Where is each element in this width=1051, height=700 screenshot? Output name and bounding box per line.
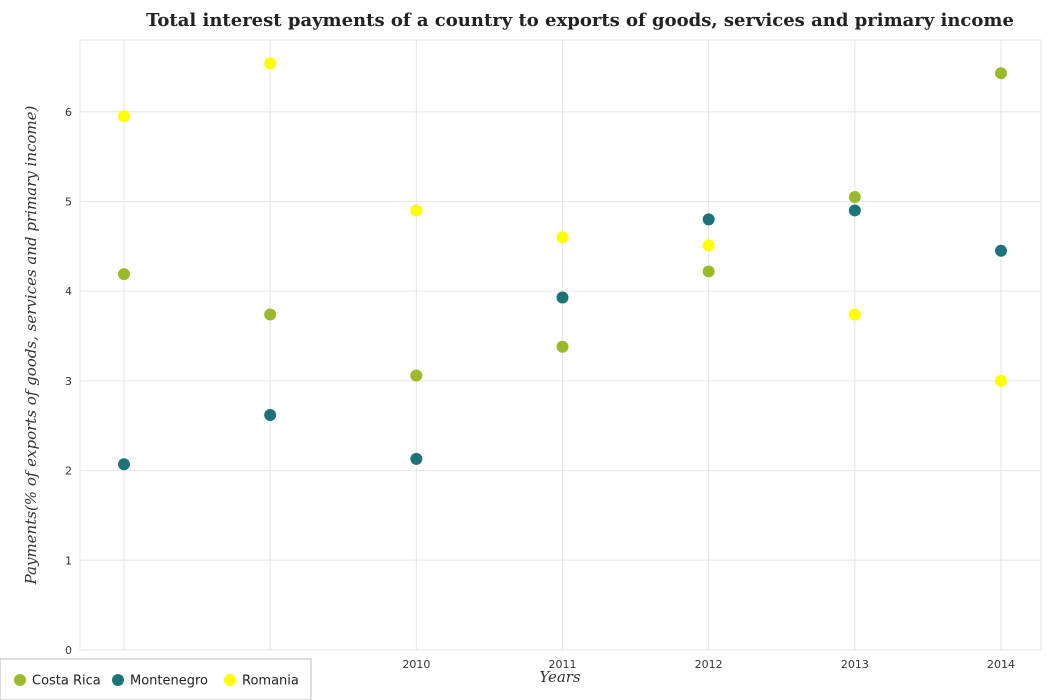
x-tick-label: 2012 [695,658,723,671]
point-montenegro [264,408,277,421]
y-tick-label: 2 [65,465,72,478]
x-tick-label: 2011 [549,658,577,671]
legend-marker-costa-rica [14,674,26,686]
y-axis: 0 1 2 3 4 5 6 [65,106,72,657]
legend-label-montenegro: Montenegro [130,674,208,689]
point-costa-rica [118,268,130,281]
point-costa-rica [995,67,1007,80]
data-points [118,57,1007,471]
chart-title: Total interest payments of a country to … [146,10,1014,31]
point-montenegro [556,291,569,304]
y-axis-label: Payments(% of exports of goods, services… [22,105,40,585]
y-tick-label: 5 [65,195,72,208]
legend: Costa Rica Montenegro Romania [0,658,312,700]
y-tick-label: 6 [65,106,72,119]
y-tick-label: 1 [65,554,72,567]
x-tick-label: 2014 [987,658,1015,671]
y-tick-label: 4 [65,285,72,298]
y-tick-label: 0 [65,644,72,657]
legend-marker-montenegro [112,674,124,686]
point-romania [410,204,423,217]
point-romania [995,374,1007,387]
legend-marker-romania [224,674,236,686]
point-romania [702,239,715,252]
point-montenegro [410,452,423,465]
point-montenegro [118,458,130,471]
x-tick-label: 2010 [402,658,430,671]
point-romania [118,110,130,123]
point-montenegro [702,213,715,226]
legend-items: Costa Rica Montenegro Romania [14,674,299,689]
x-tick-label: 2013 [841,658,869,671]
point-romania [556,231,569,244]
legend-label-romania: Romania [242,674,299,689]
point-montenegro [995,244,1007,257]
point-costa-rica [848,190,861,203]
point-costa-rica [702,265,715,278]
point-costa-rica [556,340,569,353]
y-tick-label: 3 [65,375,72,388]
point-montenegro [848,204,861,217]
point-romania [264,57,277,70]
legend-box [0,658,312,700]
point-costa-rica [410,369,423,382]
x-axis-label: Years [539,668,581,686]
point-costa-rica [264,308,277,321]
point-romania [848,308,861,321]
legend-label-costa-rica: Costa Rica [32,674,101,689]
grid-layer [80,40,1041,651]
